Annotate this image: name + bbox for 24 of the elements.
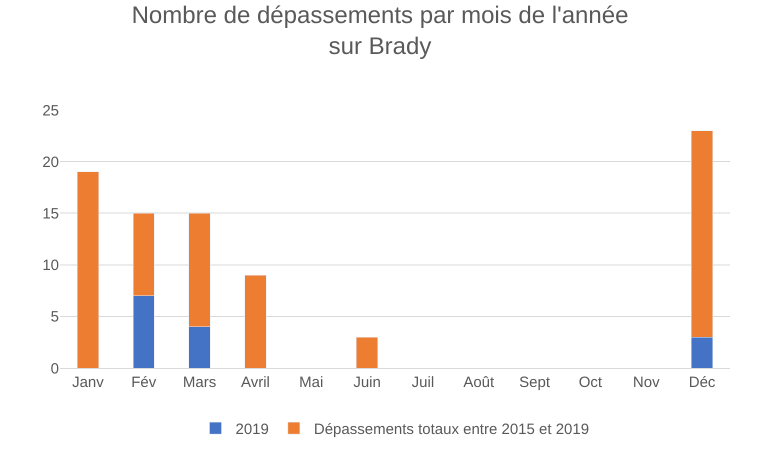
y-tick-label: 0 xyxy=(50,360,59,378)
y-tick-label: 10 xyxy=(42,257,59,274)
x-tick-label: Sept xyxy=(519,374,551,391)
x-tick-label: Janv xyxy=(72,374,104,391)
chart-title: Nombre de dépassements par mois de l'année sur Brady xyxy=(132,2,628,60)
y-tick-label: 25 xyxy=(42,102,59,120)
x-tick-label: Déc xyxy=(688,374,716,391)
x-tick-label: Avril xyxy=(240,374,270,391)
y-tick-label: 20 xyxy=(42,154,59,171)
x-tick-label: Mai xyxy=(299,374,324,391)
bar xyxy=(356,336,378,368)
x-tick-label: Mars xyxy=(182,374,216,391)
legend-label: 2019 xyxy=(236,420,269,438)
legend-label: Dépassements totaux entre 2015 et 2019 xyxy=(314,420,590,438)
x-tick-label: Août xyxy=(463,374,496,391)
y-tick-label: 5 xyxy=(50,308,59,326)
bar xyxy=(244,274,266,368)
x-tick-label: Oct xyxy=(578,374,603,391)
x-tick-label: Fév xyxy=(131,374,157,391)
x-tick-label: Juil xyxy=(412,374,434,391)
bar xyxy=(77,172,99,368)
x-tick-label: Juin xyxy=(353,374,381,391)
y-tick-label: 15 xyxy=(42,205,59,222)
x-tick-label: Nov xyxy=(632,374,660,391)
